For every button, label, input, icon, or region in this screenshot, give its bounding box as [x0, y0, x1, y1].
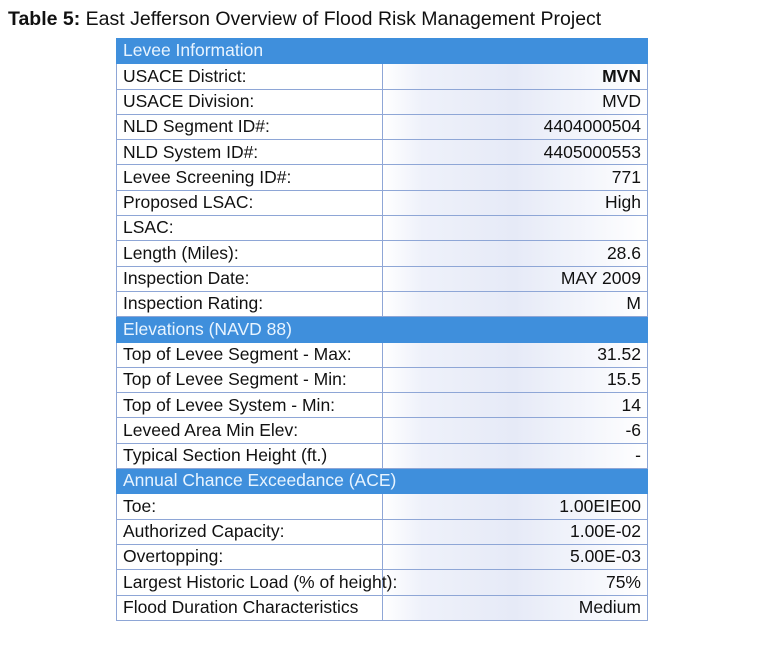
- row-label: Levee Screening ID#:: [116, 164, 383, 191]
- row-label: Flood Duration Characteristics: [116, 594, 383, 621]
- table-title: Table 5: East Jefferson Overview of Floo…: [8, 8, 601, 31]
- table-row: Length (Miles): 28.6: [116, 240, 648, 267]
- row-value: 4404000504: [381, 113, 648, 141]
- section-header: Annual Chance Exceedance (ACE): [116, 468, 648, 495]
- table-row: Top of Levee Segment - Min: 15.5: [116, 366, 648, 394]
- row-label: Proposed LSAC:: [116, 189, 383, 217]
- row-value: M: [381, 290, 648, 318]
- table-row: Overtopping: 5.00E-03: [116, 543, 648, 571]
- row-value: [381, 215, 648, 242]
- row-label: Typical Section Height (ft.): [116, 442, 383, 470]
- row-label: USACE Division:: [116, 88, 383, 115]
- row-value: MVN: [381, 63, 648, 90]
- section-heading: Elevations (NAVD 88): [116, 316, 648, 343]
- table-row: Toe: 1.00EIE00: [116, 493, 648, 520]
- row-value: -: [381, 442, 648, 470]
- row-value: 4405000553: [381, 139, 648, 166]
- section-header: Levee Information: [116, 37, 648, 65]
- row-label: Inspection Date:: [116, 265, 383, 292]
- section-header: Elevations (NAVD 88): [116, 316, 648, 343]
- row-value: 5.00E-03: [381, 543, 648, 571]
- row-label: Toe:: [116, 493, 383, 520]
- table-row: USACE Division: MVD: [116, 88, 648, 115]
- table-row: Top of Levee System - Min: 14: [116, 392, 648, 419]
- row-label: Overtopping:: [116, 543, 383, 571]
- section-heading: Levee Information: [116, 37, 648, 65]
- row-value: -6: [381, 417, 648, 444]
- row-value: 14: [381, 392, 648, 419]
- row-label: Length (Miles):: [116, 240, 383, 267]
- row-label: Top of Levee System - Min:: [116, 392, 383, 419]
- row-label: USACE District:: [116, 63, 383, 90]
- row-label: Leveed Area Min Elev:: [116, 417, 383, 444]
- row-label: Largest Historic Load (% of height):: [116, 569, 397, 596]
- row-value: MAY 2009: [381, 265, 648, 292]
- table-row: LSAC:: [116, 215, 648, 242]
- table-row: Flood Duration Characteristics Medium: [116, 594, 648, 621]
- table-row: Inspection Date: MAY 2009: [116, 265, 648, 292]
- table-row: Inspection Rating: M: [116, 290, 648, 318]
- table-row: NLD Segment ID#: 4404000504: [116, 113, 648, 141]
- table-number: Table 5:: [8, 8, 81, 30]
- table-caption: East Jefferson Overview of Flood Risk Ma…: [85, 8, 602, 30]
- row-value: 75%: [381, 569, 648, 596]
- table-row: Levee Screening ID#: 771: [116, 164, 648, 191]
- row-value: 31.52: [381, 341, 648, 368]
- table-row: Authorized Capacity: 1.00E-02: [116, 518, 648, 545]
- section-heading: Annual Chance Exceedance (ACE): [116, 468, 648, 495]
- row-value: 771: [381, 164, 648, 191]
- table-row: Typical Section Height (ft.) -: [116, 442, 648, 470]
- row-value: 28.6: [381, 240, 648, 267]
- table-row: NLD System ID#: 4405000553: [116, 139, 648, 166]
- row-value: Medium: [381, 594, 648, 621]
- table-row: USACE District: MVN: [116, 63, 648, 90]
- row-label: Inspection Rating:: [116, 290, 383, 318]
- row-label: Top of Levee Segment - Max:: [116, 341, 383, 368]
- row-value: 1.00EIE00: [381, 493, 648, 520]
- row-label: NLD System ID#:: [116, 139, 383, 166]
- table-row: Largest Historic Load (% of height): 75%: [116, 569, 648, 596]
- row-label: NLD Segment ID#:: [116, 113, 383, 141]
- row-label: Authorized Capacity:: [116, 518, 383, 545]
- table-row: Proposed LSAC: High: [116, 189, 648, 217]
- table-row: Leveed Area Min Elev: -6: [116, 417, 648, 444]
- row-label: LSAC:: [116, 215, 383, 242]
- row-value: High: [381, 189, 648, 217]
- row-value: 15.5: [381, 366, 648, 394]
- row-value: 1.00E-02: [381, 518, 648, 545]
- row-value: MVD: [381, 88, 648, 115]
- row-label: Top of Levee Segment - Min:: [116, 366, 383, 394]
- levee-overview-table: Levee Information USACE District: MVN USACE…: [116, 37, 648, 621]
- table-row: Top of Levee Segment - Max: 31.52: [116, 341, 648, 368]
